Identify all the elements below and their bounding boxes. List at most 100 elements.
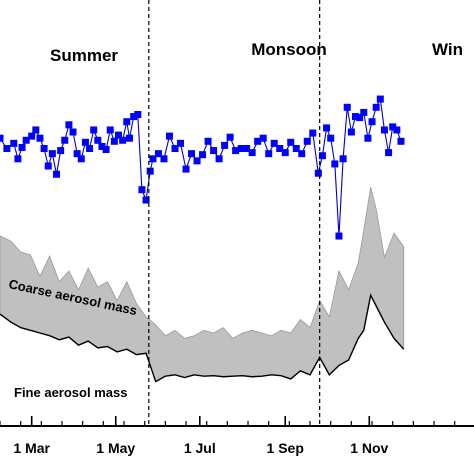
ratio-marker bbox=[160, 155, 168, 163]
ratio-marker bbox=[287, 138, 295, 146]
ratio-marker bbox=[44, 162, 52, 170]
ratio-marker bbox=[276, 145, 284, 152]
ratio-marker bbox=[385, 149, 393, 157]
ratio-marker bbox=[52, 170, 60, 178]
ratio-marker bbox=[171, 145, 179, 152]
ratio-marker bbox=[177, 139, 185, 147]
ratio-marker bbox=[292, 145, 300, 152]
ratio-marker bbox=[123, 118, 131, 126]
ratio-marker bbox=[309, 129, 317, 137]
ratio-marker bbox=[146, 167, 154, 175]
ratio-marker bbox=[204, 137, 212, 145]
ratio-marker bbox=[188, 150, 196, 158]
ratio-marker bbox=[3, 145, 11, 152]
ratio-marker bbox=[393, 126, 401, 134]
ratio-marker bbox=[36, 134, 44, 142]
ratio-marker bbox=[86, 145, 94, 152]
ratio-marker bbox=[48, 150, 56, 158]
ratio-marker bbox=[193, 157, 201, 165]
ratio-marker bbox=[254, 137, 262, 145]
ratio-marker bbox=[154, 150, 162, 158]
ratio-marker bbox=[368, 118, 376, 126]
ratio-marker bbox=[335, 232, 343, 240]
ratio-marker bbox=[343, 103, 351, 111]
ratio-marker bbox=[73, 150, 81, 158]
ratio-marker bbox=[199, 151, 207, 159]
season-boundary-layer bbox=[148, 0, 321, 426]
ratio-marker bbox=[352, 113, 359, 121]
season-label-monsoon: Monsoon bbox=[251, 40, 327, 59]
ratio-marker bbox=[119, 136, 127, 144]
season-label-winter: Win bbox=[432, 40, 463, 59]
ratio-marker bbox=[77, 155, 85, 163]
ratio-marker bbox=[134, 111, 142, 119]
ratio-marker bbox=[81, 138, 89, 146]
ratio-marker bbox=[130, 113, 138, 121]
ratio-marker bbox=[0, 134, 4, 142]
ratio-marker bbox=[327, 134, 335, 142]
ratio-marker bbox=[142, 196, 150, 204]
ratio-marker bbox=[98, 142, 106, 150]
season-label-summer: Summer bbox=[50, 46, 118, 65]
ratio-marker bbox=[376, 95, 384, 103]
ratio-marker bbox=[248, 149, 256, 157]
fine-aerosol-label: Fine aerosol mass bbox=[14, 385, 127, 400]
ratio-line bbox=[0, 97, 402, 237]
ratio-marker bbox=[110, 137, 118, 145]
ratio-series-layer bbox=[0, 95, 405, 240]
coarse-mass-band-layer bbox=[0, 187, 405, 383]
fine-mass-line-layer bbox=[0, 293, 405, 383]
ratio-marker bbox=[138, 186, 146, 194]
x-axis: 1 Mar 1 May 1 Jul 1 Sep 1 Nov bbox=[0, 416, 474, 456]
ratio-marker bbox=[14, 155, 22, 163]
ratio-marker bbox=[221, 141, 229, 149]
ratio-marker bbox=[32, 126, 40, 134]
ratio-marker bbox=[57, 147, 65, 155]
ratio-marker bbox=[106, 126, 114, 134]
ratio-marker bbox=[126, 134, 134, 142]
ratio-marker bbox=[331, 160, 339, 168]
x-tick-label: 1 Mar bbox=[13, 440, 50, 456]
ratio-marker bbox=[265, 150, 273, 158]
x-tick-label: 1 Jul bbox=[184, 440, 216, 456]
ratio-marker bbox=[281, 149, 289, 157]
ratio-marker bbox=[364, 134, 372, 142]
ratio-marker bbox=[397, 137, 405, 145]
ratio-marker bbox=[115, 131, 122, 139]
ratio-marker bbox=[182, 165, 190, 173]
ratio-marker bbox=[149, 155, 157, 163]
ratio-marker bbox=[389, 123, 397, 131]
ratio-marker bbox=[69, 128, 77, 136]
fine-mass-line bbox=[0, 293, 405, 383]
x-tick-label: 1 Nov bbox=[350, 440, 388, 456]
ratio-marker bbox=[90, 126, 98, 134]
ratio-marker bbox=[28, 132, 36, 140]
ratio-marker bbox=[339, 155, 347, 163]
ratio-marker bbox=[65, 121, 73, 129]
coarse-mass-band bbox=[0, 187, 405, 383]
ratio-marker bbox=[347, 128, 355, 136]
ratio-marker bbox=[372, 103, 380, 111]
ratio-marker bbox=[356, 114, 364, 122]
ratio-marker bbox=[22, 136, 30, 144]
ratio-marker bbox=[318, 152, 326, 160]
ratio-marker bbox=[102, 146, 110, 154]
ratio-marker bbox=[298, 150, 306, 158]
ratio-marker bbox=[210, 147, 218, 155]
ratio-marker bbox=[323, 124, 331, 132]
ratio-marker bbox=[61, 136, 69, 144]
ratio-marker bbox=[259, 134, 267, 142]
ratio-marker bbox=[314, 169, 322, 177]
ratio-marker bbox=[232, 147, 240, 155]
ratio-marker bbox=[380, 126, 388, 134]
ratio-marker bbox=[40, 145, 48, 152]
ratio-marker bbox=[303, 137, 311, 145]
ratio-marker bbox=[226, 133, 234, 141]
ratio-marker bbox=[94, 136, 102, 144]
ratio-marker bbox=[360, 108, 368, 116]
x-tick-label: 1 Sep bbox=[267, 440, 304, 456]
ratio-marker bbox=[10, 139, 18, 147]
ratio-marker bbox=[215, 155, 223, 163]
ratio-marker bbox=[237, 145, 245, 152]
